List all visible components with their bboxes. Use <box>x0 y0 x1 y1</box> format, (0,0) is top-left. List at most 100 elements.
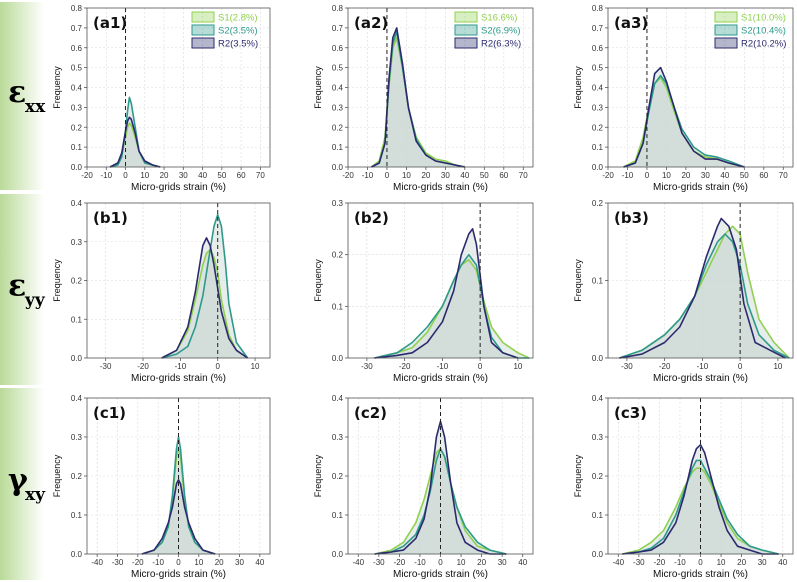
y-tick-label: 0.0 <box>592 550 604 559</box>
x-tick-label: 0 <box>385 171 390 180</box>
y-tick-label: 0.3 <box>71 433 83 442</box>
y-tick-label: 0.8 <box>71 4 83 13</box>
x-tick-label: -40 <box>612 558 624 567</box>
y-tick-label: 0.4 <box>71 84 83 93</box>
y-axis-label: Frequency <box>573 454 583 497</box>
y-tick-label: 0.1 <box>71 511 83 520</box>
y-tick-label: 0.3 <box>332 103 344 112</box>
y-tick-label: 0.4 <box>332 84 344 93</box>
x-tick-label: 70 <box>519 171 528 180</box>
legend-swatch-R2 <box>191 37 215 49</box>
y-tick-label: 0.2 <box>332 123 344 132</box>
x-tick-label: -10 <box>437 362 449 371</box>
y-tick-label: 0.0 <box>71 550 83 559</box>
y-tick-label: 0.3 <box>592 103 604 112</box>
series-area-S2 <box>619 234 790 358</box>
y-axis-label: Frequency <box>52 259 62 302</box>
series-area-S2 <box>374 254 530 358</box>
legend-label-R2: R2(10.2%) <box>741 39 786 50</box>
series-area-S2 <box>371 31 465 167</box>
x-tick-label: 0 <box>215 362 220 371</box>
x-tick-label: 50 <box>217 171 226 180</box>
y-tick-label: 0.0 <box>71 354 83 363</box>
y-axis-label: Frequency <box>313 454 323 497</box>
y-tick-label: 0.3 <box>592 433 604 442</box>
x-tick-label: 0 <box>478 362 483 371</box>
x-tick-label: 20 <box>160 171 169 180</box>
series-area-S1 <box>619 226 790 358</box>
x-tick-label: 10 <box>773 362 782 371</box>
chart-panel-b2: -30 -20 -10 0 10 0.0 0.1 0.2 0.3 Micro-grids stra… <box>313 199 534 384</box>
x-axis-label: Micro-grids strain (%) <box>393 569 488 580</box>
x-tick-label: 0 <box>738 362 743 371</box>
x-tick-label: -40 <box>352 558 364 567</box>
panel-label: (b2) <box>354 209 389 227</box>
x-tick-label: 30 <box>701 171 710 180</box>
x-tick-label: -30 <box>100 362 112 371</box>
panel-label: (c2) <box>354 404 387 422</box>
y-tick-label: 0.1 <box>592 143 604 152</box>
y-tick-label: 0.8 <box>332 4 344 13</box>
x-tick-label: -30 <box>112 558 124 567</box>
x-tick-label: -20 <box>659 362 671 371</box>
panel-label: (a1) <box>93 14 127 32</box>
legend-label-S2: S2(3.5%) <box>218 26 258 37</box>
x-tick-label: -10 <box>674 558 686 567</box>
x-tick-label: 0 <box>176 558 181 567</box>
chart-panel-b1: -30 -20 -10 0 10 0.0 0.1 0.2 0.3 0.4 Micro-grids s… <box>52 199 271 384</box>
y-tick-label: 0.1 <box>332 143 344 152</box>
x-axis-label: Micro-grids strain (%) <box>131 182 226 193</box>
y-tick-label: 0.4 <box>332 394 344 403</box>
y-tick-label: 0.3 <box>332 433 344 442</box>
series-area-S1 <box>371 37 465 167</box>
x-tick-label: 60 <box>759 171 768 180</box>
row-label-subscript: xy <box>25 485 46 505</box>
y-tick-label: 0.0 <box>332 163 344 172</box>
panel-label: (b3) <box>614 209 649 227</box>
series-area-R2 <box>619 218 786 358</box>
x-tick-label: 70 <box>779 171 788 180</box>
x-axis-label: Micro-grids strain (%) <box>653 373 748 384</box>
y-tick-label: 0.1 <box>592 511 604 520</box>
x-tick-label: 0 <box>438 558 443 567</box>
x-tick-label: 40 <box>255 558 264 567</box>
legend-label-R2: R2(3.5%) <box>218 39 258 50</box>
y-axis-label: Frequency <box>573 259 583 302</box>
series-line-R2 <box>109 116 161 168</box>
x-tick-label: 20 <box>737 558 746 567</box>
x-tick-label: 10 <box>140 171 149 180</box>
x-tick-label: 0 <box>123 171 128 180</box>
chart-panel-a3: -20 -10 0 10 20 30 40 50 60 70 0.0 0.1 0.2 0.3 0.4 0.5 0… <box>573 4 794 193</box>
x-tick-label: -30 <box>373 558 385 567</box>
legend-swatch-S1 <box>714 11 738 23</box>
legend-swatch-S1 <box>454 11 478 23</box>
y-axis-label: Frequency <box>52 66 62 109</box>
chart-panel-a2: -20 -10 0 10 20 30 40 50 60 70 0.0 0.1 0.2 0.3 0.4 0.5 0… <box>313 4 534 193</box>
y-tick-label: 0.0 <box>592 163 604 172</box>
x-tick-label: 30 <box>758 558 767 567</box>
x-tick-label: 70 <box>256 171 265 180</box>
y-tick-label: 0.3 <box>332 199 344 208</box>
chart-panel-a1: -20 -10 0 10 20 30 40 50 60 70 0.0 0.1 0.2 0.3 0.4 0.5 0… <box>52 4 271 193</box>
y-tick-label: 0.0 <box>71 163 83 172</box>
y-axis-label: Frequency <box>313 259 323 302</box>
x-tick-label: -10 <box>362 171 374 180</box>
panel-label: (a2) <box>354 14 388 32</box>
series-area-R2 <box>374 421 507 554</box>
x-tick-label: -10 <box>152 558 164 567</box>
y-axis-label: Frequency <box>52 454 62 497</box>
legend-label-S2: S2(10.4%) <box>741 26 786 37</box>
legend-swatch-R2 <box>714 37 738 49</box>
y-tick-label: 0.4 <box>592 394 604 403</box>
x-tick-label: 40 <box>778 558 787 567</box>
y-axis-label: Frequency <box>313 66 323 109</box>
x-axis-label: Micro-grids strain (%) <box>131 373 226 384</box>
row-label-symbol: ε <box>8 75 26 110</box>
x-tick-label: 10 <box>457 558 466 567</box>
legend-swatch-S2 <box>191 24 215 36</box>
y-tick-label: 0.2 <box>332 251 344 260</box>
x-tick-label: 50 <box>480 171 489 180</box>
series-area-R2 <box>623 67 745 167</box>
series-line-S2 <box>161 213 249 359</box>
